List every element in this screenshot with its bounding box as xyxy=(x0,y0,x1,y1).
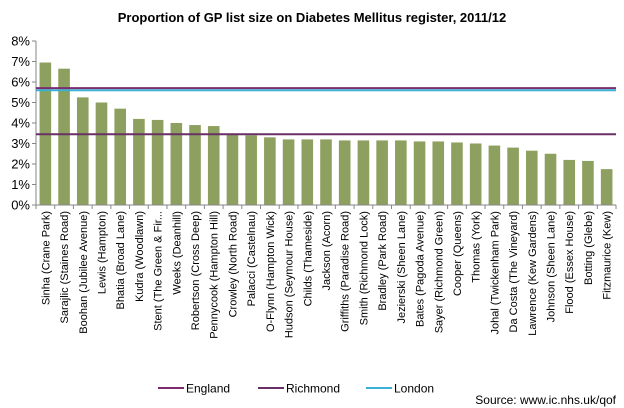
bar xyxy=(413,141,426,205)
x-tick-label: Da Costa (The Vineyard) xyxy=(508,211,520,332)
x-tick-label: Bradley (Park Road) xyxy=(377,211,389,311)
x-tick-label: Stent (The Green & Fir... xyxy=(153,211,165,331)
x-tick-label: Flood (Essex House) xyxy=(564,211,576,314)
x-tick-label: Bhatia (Broad Lane) xyxy=(115,211,127,309)
x-axis: Sinha (Crane Park) Sarajlic (Staines Road… xyxy=(35,204,617,339)
bar xyxy=(563,159,576,205)
x-tick-label: Fitzmaurice (Kew) xyxy=(602,211,614,300)
bar xyxy=(432,141,445,205)
x-tick-label: Johal (Twickenham Park) xyxy=(489,211,501,335)
x-tick-label: Sarajlic (Staines Road) xyxy=(59,211,71,324)
source-note: Source: www.ic.nhs.uk/qof xyxy=(475,393,616,407)
bar xyxy=(264,137,276,205)
bar xyxy=(600,169,613,205)
x-tick-label: Cooper (Queens) xyxy=(452,211,464,296)
bar xyxy=(395,140,407,205)
x-tick-label: Thomas (York) xyxy=(471,211,483,283)
bar xyxy=(170,123,183,205)
x-tick-label: Sinha (Crane Park) xyxy=(40,211,52,305)
x-tick-label: Johnson (Sheen Lane) xyxy=(546,211,558,322)
legend-label: London xyxy=(394,382,434,396)
y-tick-label: 5% xyxy=(11,95,30,110)
bar xyxy=(469,143,482,205)
bar xyxy=(76,97,89,205)
y-tick-label: 0% xyxy=(11,198,30,213)
bar xyxy=(507,147,519,205)
bar xyxy=(376,140,388,205)
y-tick-label: 1% xyxy=(11,177,30,192)
bar xyxy=(320,139,332,205)
x-tick-label: Weeks (Deanhill) xyxy=(171,211,183,295)
bar xyxy=(58,68,70,205)
legend-label: England xyxy=(186,382,230,396)
x-tick-label: Hudson (Seymour House) xyxy=(284,211,296,338)
x-tick-label: Lawrence (Kew Gardens) xyxy=(527,211,539,336)
bar xyxy=(133,118,145,205)
x-tick-label: Kudra (Woodlawn) xyxy=(134,211,146,302)
bar xyxy=(582,160,594,205)
x-tick-label: Boohan (Jubilee Avenue) xyxy=(78,211,90,334)
bar xyxy=(488,145,501,205)
x-tick-label: Palacci (Castelnau) xyxy=(246,211,258,306)
x-tick-label: Smith (Richmond Lock) xyxy=(358,211,370,325)
x-tick-label: Bates (Pagoda Avenue) xyxy=(415,211,427,327)
x-tick-label: O-Flynn (Hampton Wick) xyxy=(265,211,277,332)
legend-label: Richmond xyxy=(286,382,340,396)
x-tick-label: Jackson (Acorn) xyxy=(321,211,333,290)
bar xyxy=(114,108,126,205)
x-tick-label: Jezierski (Sheen Lane) xyxy=(396,211,408,324)
x-tick-label: Botting (Glebe) xyxy=(583,211,595,285)
bar xyxy=(544,153,557,205)
bar xyxy=(338,140,351,205)
bar xyxy=(357,140,370,205)
y-tick-label: 4% xyxy=(11,116,30,131)
x-tick-label: Lewis (Hampton) xyxy=(96,211,108,294)
bar xyxy=(282,139,295,205)
bar xyxy=(301,139,314,205)
y-tick-label: 2% xyxy=(11,157,30,172)
chart-title: Proportion of GP list size on Diabetes M… xyxy=(118,10,506,25)
x-tick-label: Crowley (North Road) xyxy=(227,211,239,317)
x-tick-label: Sayer (Richmond Green) xyxy=(433,211,445,333)
bar xyxy=(451,142,463,205)
x-tick-label: Childs (Thameside) xyxy=(302,211,314,306)
y-tick-label: 7% xyxy=(11,54,30,69)
y-axis: 0% 1% 2% 3% 4% 5% 6% 7% 8% xyxy=(11,34,37,213)
y-tick-label: 6% xyxy=(11,75,30,90)
reference-lines xyxy=(36,87,616,136)
y-tick-label: 8% xyxy=(11,34,30,49)
bar xyxy=(151,119,164,205)
bar xyxy=(95,102,108,205)
bar xyxy=(245,135,257,205)
legend: England Richmond London xyxy=(158,382,434,396)
x-tick-label: Pennycook (Hampton Hill) xyxy=(209,211,221,339)
bar xyxy=(526,150,538,205)
bar xyxy=(226,134,239,205)
x-tick-label: Griffiths (Paradise Road) xyxy=(340,211,352,332)
bar xyxy=(207,126,220,205)
x-tick-label: Robertson (Cross Deep) xyxy=(190,211,202,330)
y-tick-label: 3% xyxy=(11,136,30,151)
bar xyxy=(189,125,201,205)
